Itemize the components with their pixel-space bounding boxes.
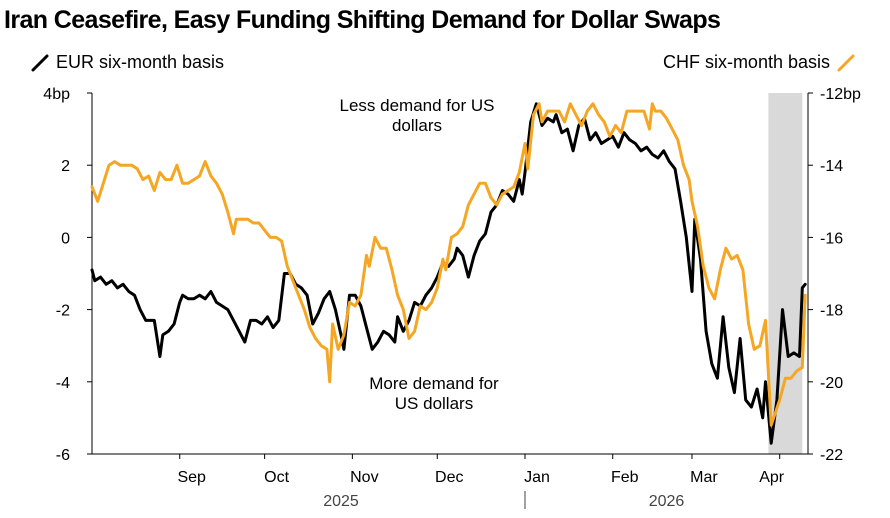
x-year-label: 2026 xyxy=(649,493,685,510)
annotation-less-demand: Less demand for US xyxy=(340,96,495,115)
chf-legend-swatch-icon xyxy=(837,54,855,71)
right-tick-label: -18 xyxy=(820,303,843,320)
x-tick-label: Oct xyxy=(264,469,289,486)
annotation-more-demand: US dollars xyxy=(395,394,473,413)
left-tick-label: -4 xyxy=(56,375,70,392)
legend-eur-label: EUR six-month basis xyxy=(56,52,225,72)
x-tick-label: Sep xyxy=(177,469,206,486)
x-tick-label: Nov xyxy=(350,469,378,486)
right-tick-label: -14 xyxy=(820,158,843,175)
x-tick-label: Feb xyxy=(611,469,639,486)
eur-legend-swatch-icon xyxy=(31,54,49,71)
left-tick-label: -2 xyxy=(56,303,70,320)
legend-chf: CHF six-month basis xyxy=(663,52,856,73)
legend-eur: EUR six-month basis xyxy=(30,52,224,73)
annotation-more-demand: More demand for xyxy=(369,374,499,393)
left-tick-label: 4bp xyxy=(43,86,70,103)
annotation-less-demand: dollars xyxy=(392,116,442,135)
left-tick-label: -6 xyxy=(56,447,70,464)
x-year-label: 2025 xyxy=(323,493,359,510)
shaded-region xyxy=(768,93,803,454)
chart-title: Iran Ceasefire, Easy Funding Shifting De… xyxy=(4,6,721,34)
x-tick-label: Dec xyxy=(435,469,463,486)
chf-series-line xyxy=(90,102,807,427)
right-tick-label: -16 xyxy=(820,230,843,247)
eur-series-line xyxy=(90,102,807,445)
x-tick-label: Apr xyxy=(759,469,785,486)
left-tick-label: 2 xyxy=(61,158,70,175)
x-tick-label: Mar xyxy=(690,469,718,486)
right-tick-label: -22 xyxy=(820,447,843,464)
right-tick-label: -12bp xyxy=(820,86,861,103)
x-tick-label: Jan xyxy=(524,469,550,486)
left-tick-label: 0 xyxy=(61,230,70,247)
right-tick-label: -20 xyxy=(820,375,843,392)
legend-chf-label: CHF six-month basis xyxy=(662,52,830,72)
